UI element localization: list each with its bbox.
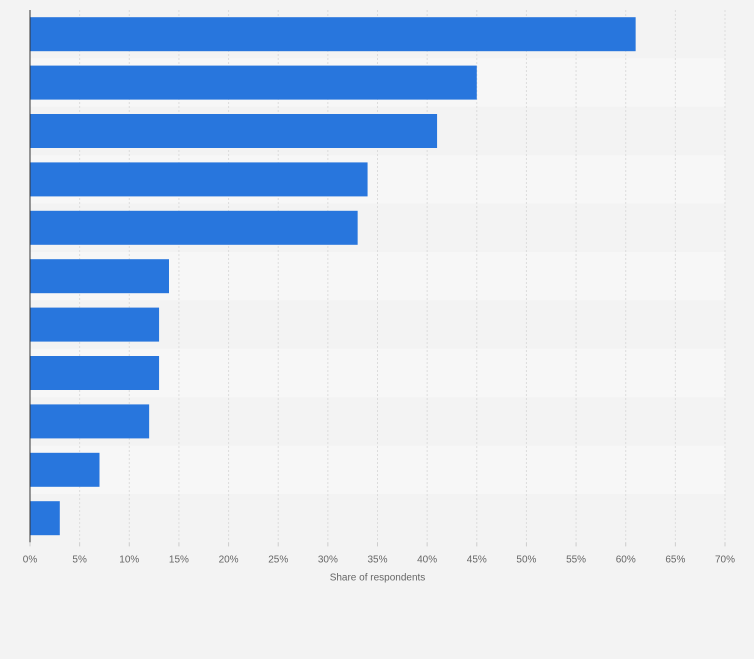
row-band bbox=[30, 445, 725, 494]
x-axis-ticks: 0% 5% 10% 15% 20% 25% 30% 35% 40% 45% 50% 55% 60% 65%… bbox=[23, 542, 735, 565]
x-tick-label: 50% bbox=[516, 554, 536, 565]
x-tick-label: 15% bbox=[169, 554, 189, 565]
bar bbox=[30, 114, 438, 148]
x-tick-label: 70% bbox=[715, 554, 735, 565]
bar bbox=[30, 210, 358, 245]
bar bbox=[30, 404, 150, 439]
x-tick-label: 20% bbox=[219, 554, 239, 565]
x-tick-label: 5% bbox=[72, 554, 87, 565]
x-tick-label: 40% bbox=[417, 554, 437, 565]
bars bbox=[30, 17, 636, 536]
bar bbox=[30, 501, 60, 536]
x-tick-label: 35% bbox=[367, 554, 387, 565]
x-tick-label: 30% bbox=[318, 554, 338, 565]
bar bbox=[30, 356, 160, 390]
bar bbox=[30, 65, 477, 100]
bar bbox=[30, 162, 368, 197]
x-tick-label: 55% bbox=[566, 554, 586, 565]
bar bbox=[30, 17, 636, 52]
x-tick-label: 65% bbox=[665, 554, 685, 565]
x-axis-title: Share of respondents bbox=[330, 572, 426, 583]
x-tick-label: 10% bbox=[119, 554, 139, 565]
bar bbox=[30, 452, 100, 487]
bar bbox=[30, 259, 169, 294]
x-tick-label: 0% bbox=[23, 554, 38, 565]
x-tick-label: 60% bbox=[616, 554, 636, 565]
bar bbox=[30, 307, 160, 342]
x-tick-label: 45% bbox=[467, 554, 487, 565]
x-tick-label: 25% bbox=[268, 554, 288, 565]
